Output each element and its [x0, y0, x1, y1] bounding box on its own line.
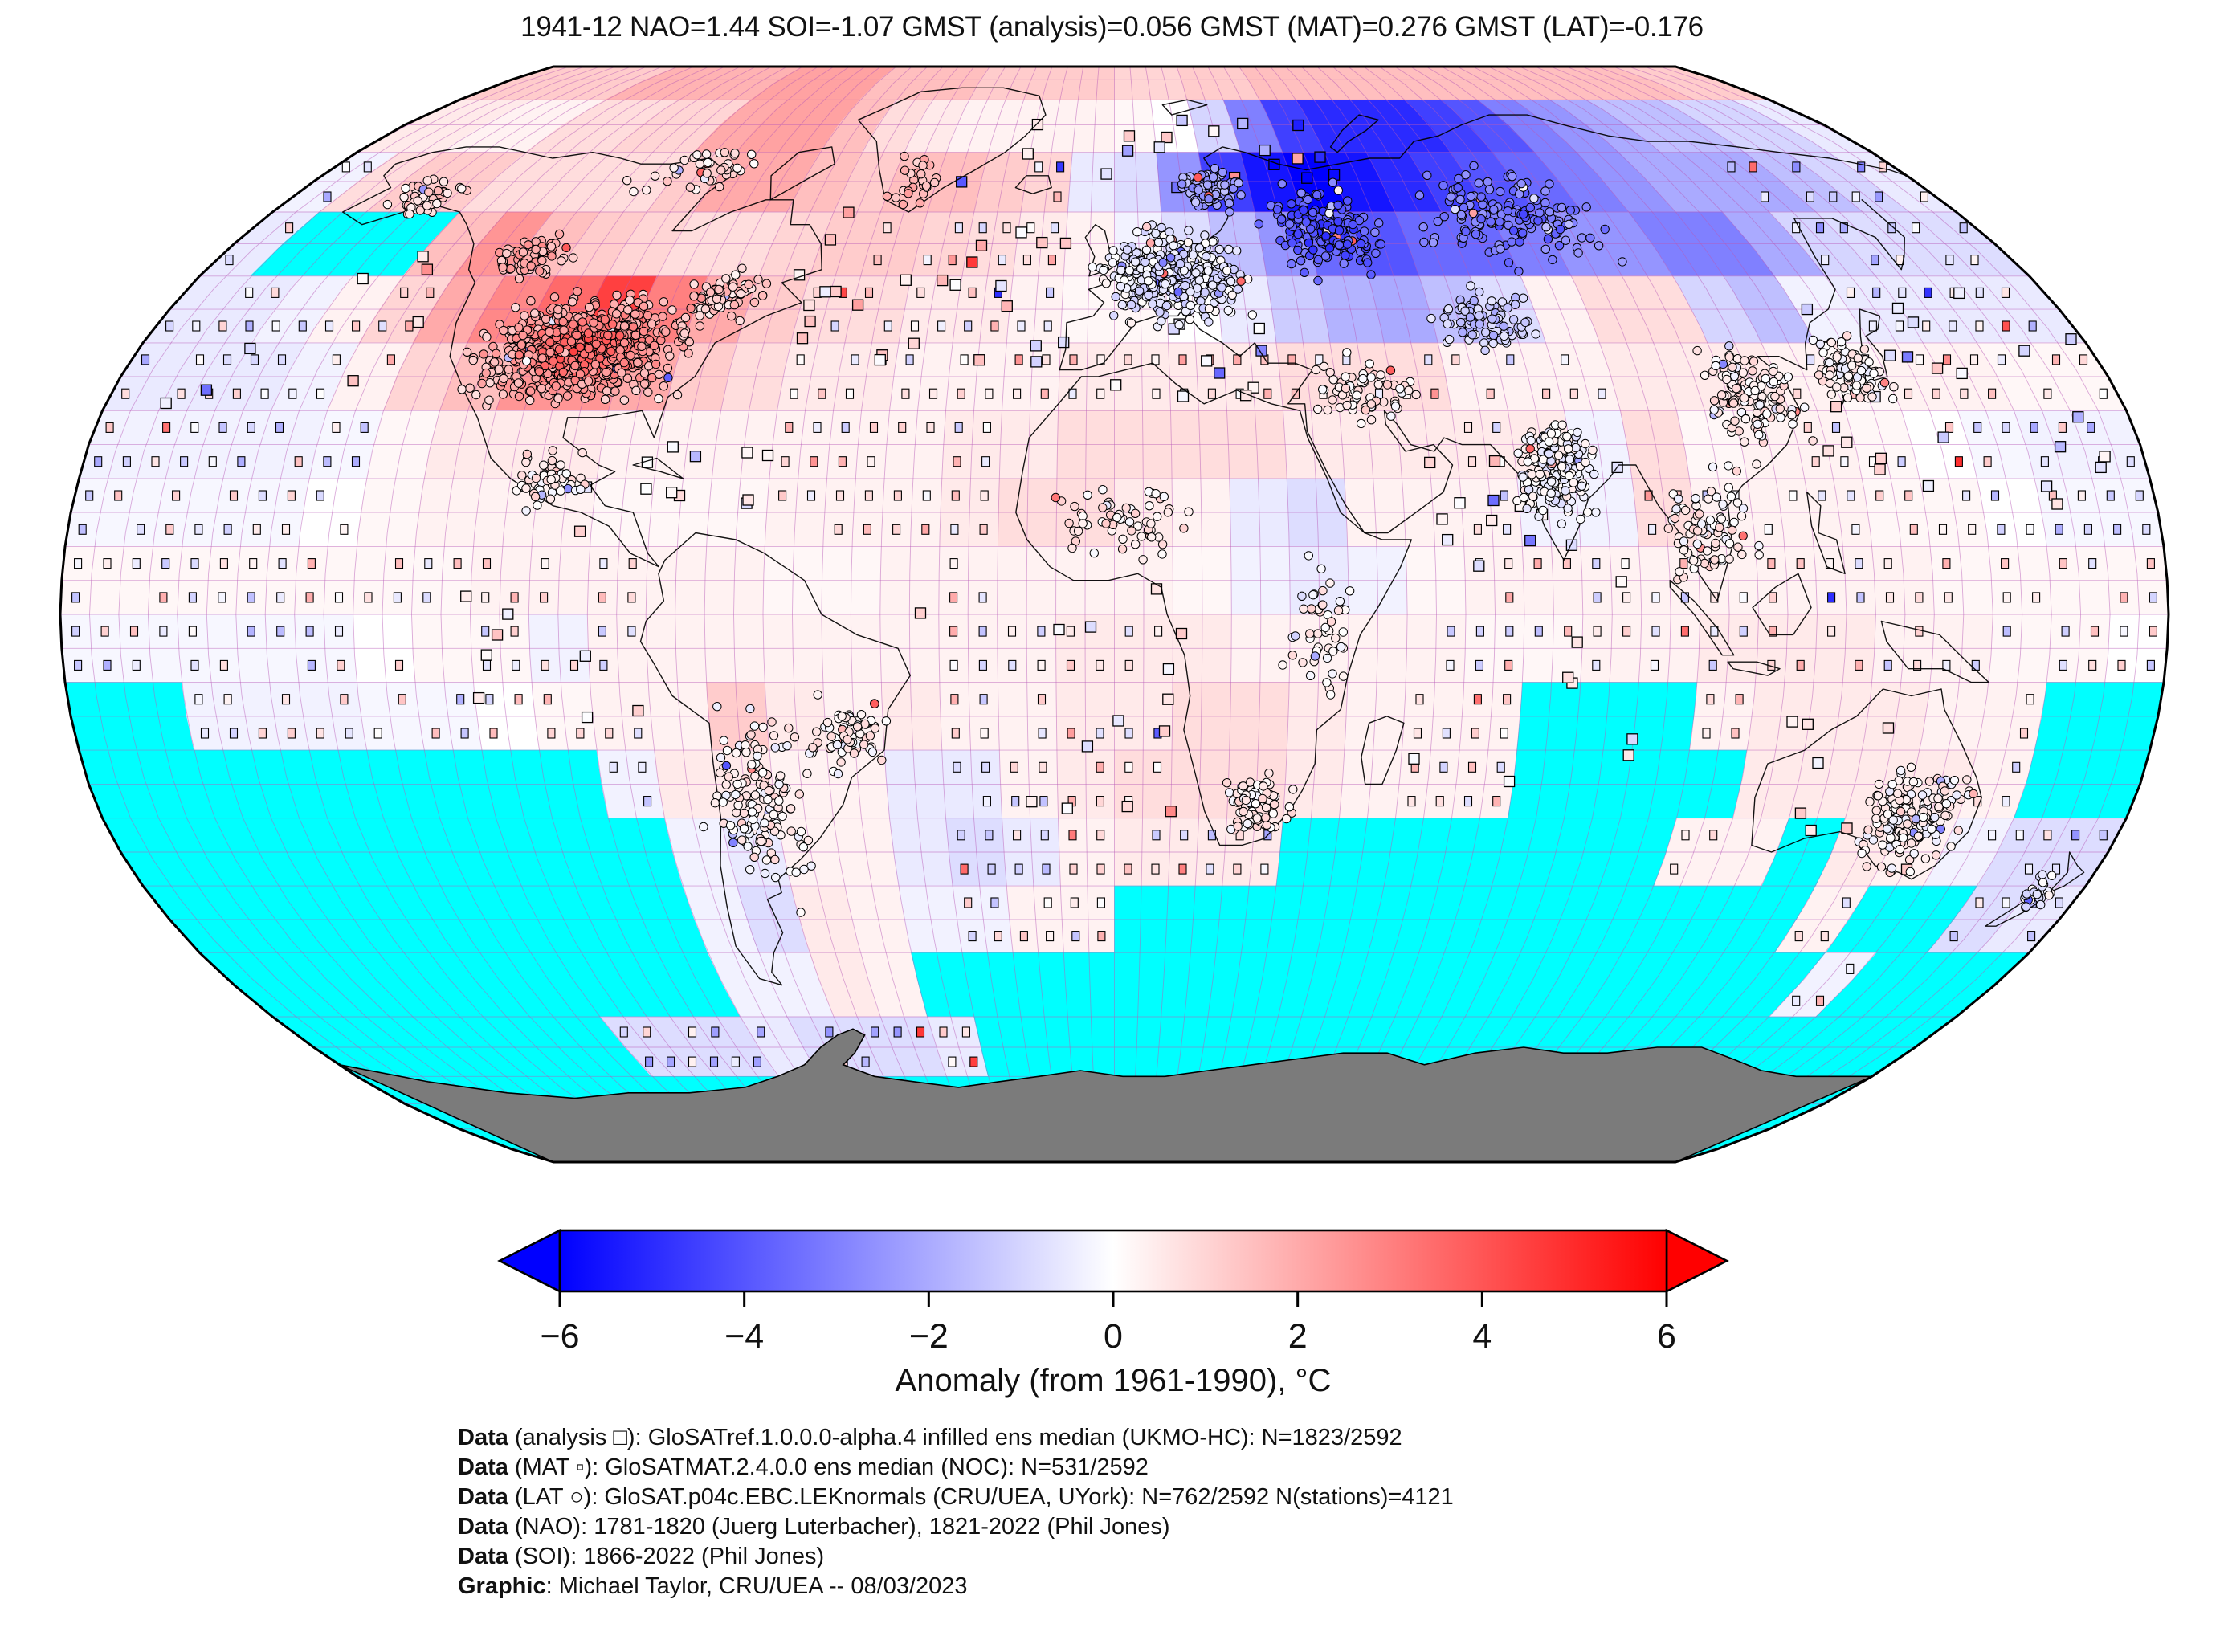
- caption-line-text: : Michael Taylor, CRU/UEA -- 08/03/2023: [545, 1573, 968, 1599]
- caption-line-text: (SOI): 1866-2022 (Phil Jones): [508, 1544, 825, 1569]
- caption-line: Data (NAO): 1781-1820 (Juerg Luterbacher…: [458, 1512, 1454, 1542]
- colorbar-axis-label: Anomaly (from 1961-1990), °C: [895, 1363, 1332, 1398]
- colorbar-tick-label: 0: [1104, 1317, 1123, 1356]
- colorbar-tick-label: 4: [1472, 1317, 1492, 1356]
- caption-line-label: Data: [458, 1514, 508, 1540]
- caption: Data (analysis □): GloSATref.1.0.0.0-alp…: [458, 1423, 1454, 1601]
- colorbar-left-arrow: [497, 1228, 561, 1294]
- station-circles-layer: [382, 148, 2057, 917]
- colorbar-right-arrow: [1665, 1228, 1729, 1294]
- colorbar-tick-label: 2: [1288, 1317, 1308, 1356]
- antarctica-no-data: [339, 1028, 1873, 1163]
- caption-line-text: (MAT ▫): GloSATMAT.2.4.0.0 ens median (N…: [508, 1454, 1149, 1480]
- caption-line-label: Data: [458, 1425, 508, 1450]
- caption-line: Data (analysis □): GloSATref.1.0.0.0-alp…: [458, 1423, 1454, 1453]
- caption-line-label: Data: [458, 1544, 508, 1569]
- colorbar-tick-label: −2: [909, 1317, 949, 1356]
- figure-title: 1941-12 NAO=1.44 SOI=-1.07 GMST (analysi…: [520, 11, 1704, 43]
- colorbar: −6 −4 −2 0 2 4 6: [497, 1228, 1729, 1356]
- colorbar-tick-label: 6: [1657, 1317, 1676, 1356]
- caption-line: Data (SOI): 1866-2022 (Phil Jones): [458, 1542, 1454, 1572]
- analysis-squares-layer: [71, 161, 2157, 1067]
- caption-line-label: Graphic: [458, 1573, 546, 1599]
- caption-line-text: (analysis □): GloSATref.1.0.0.0-alpha.4 …: [508, 1425, 1402, 1450]
- colorbar-gradient: [558, 1229, 1668, 1293]
- caption-line-label: Data: [458, 1484, 508, 1510]
- caption-line: Graphic: Michael Taylor, CRU/UEA -- 08/0…: [458, 1572, 1454, 1601]
- map-outline: [59, 65, 2170, 1164]
- caption-line: Data (LAT ○): GloSAT.p04c.EBC.LEKnormals…: [458, 1483, 1454, 1512]
- colorbar-tick-label: −6: [540, 1317, 579, 1356]
- caption-line-text: (LAT ○): GloSAT.p04c.EBC.LEKnormals (CRU…: [508, 1484, 1454, 1510]
- colorbar-tick-label: −4: [724, 1317, 764, 1356]
- caption-line-text: (NAO): 1781-1820 (Juerg Luterbacher), 18…: [508, 1514, 1170, 1540]
- world-anomaly-map: [59, 65, 2170, 1164]
- caption-line: Data (MAT ▫): GloSATMAT.2.4.0.0 ens medi…: [458, 1453, 1454, 1483]
- caption-line-label: Data: [458, 1454, 508, 1480]
